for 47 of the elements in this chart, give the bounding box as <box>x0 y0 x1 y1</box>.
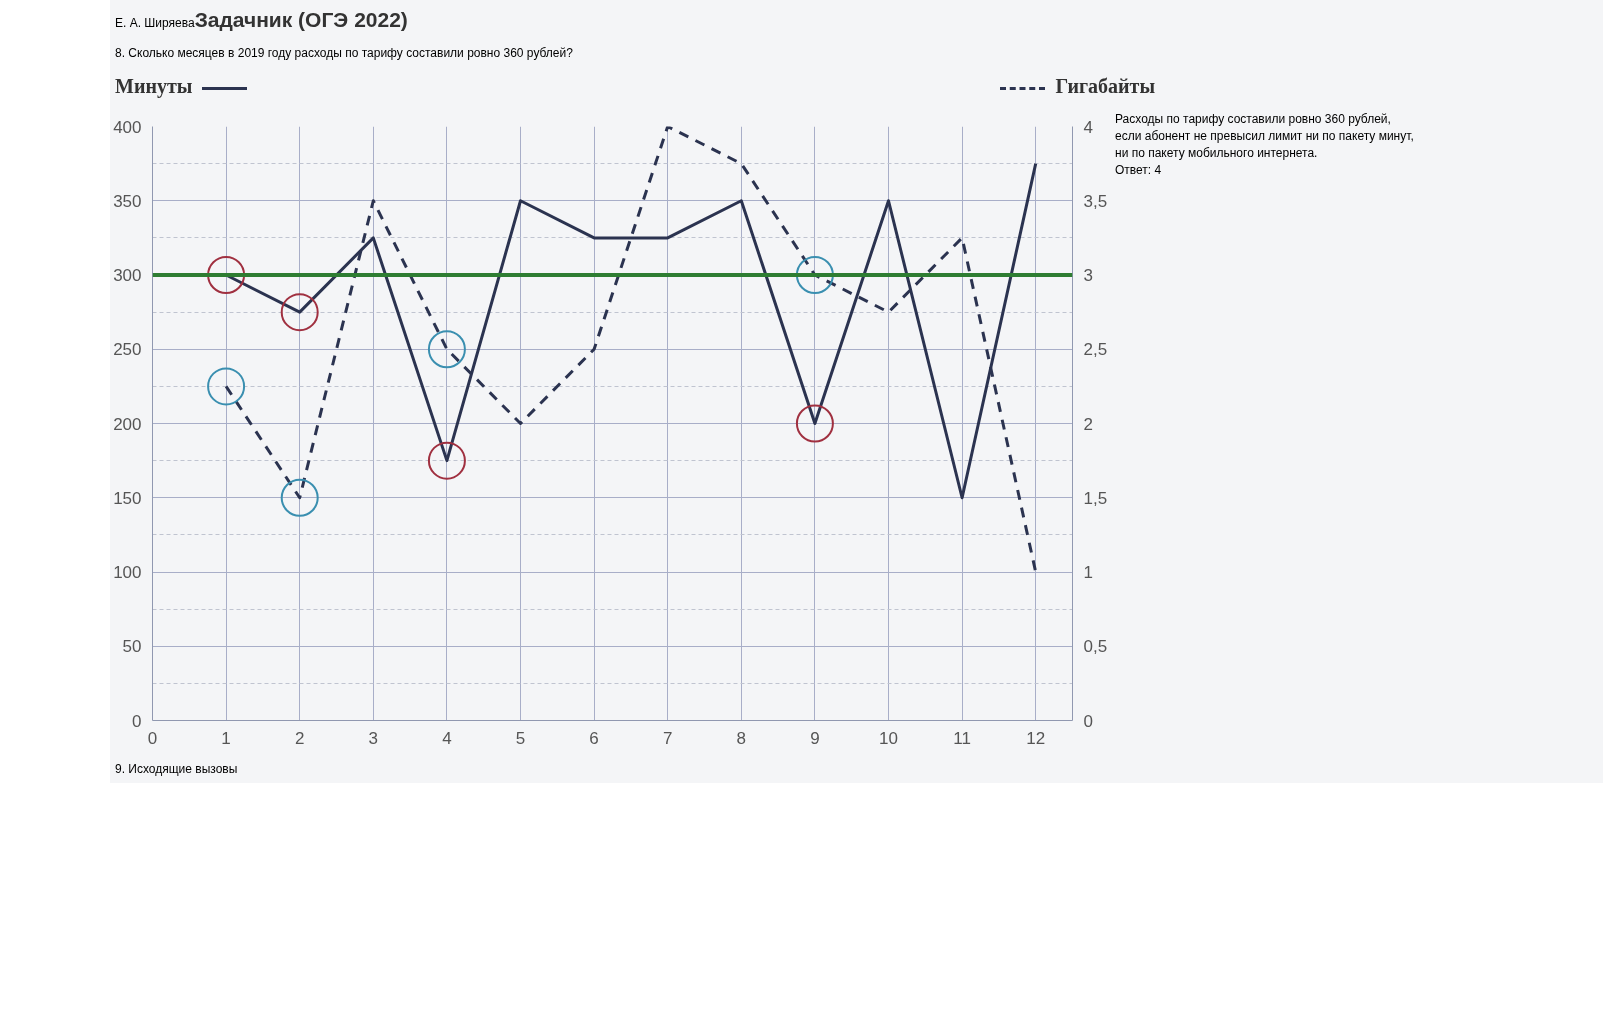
text: Задачник (ОГЭ 2022) <box>194 8 408 31</box>
x-tick-label: 0 <box>147 728 158 748</box>
point <box>207 367 246 406</box>
y-axis-title: Минуты <box>115 74 194 100</box>
x-tick-label: 4 <box>442 728 452 748</box>
point <box>427 441 466 480</box>
y-tick-label: 200 <box>113 414 142 434</box>
x-tick-label: 6 <box>589 728 599 748</box>
y-tick-label: 350 <box>113 191 142 211</box>
y2-tick-label: 2 <box>1083 414 1093 434</box>
y2-tick-label: 1 <box>1083 562 1093 582</box>
text: Е. А. Ширяева <box>115 16 195 30</box>
x-tick-label: 2 <box>294 728 305 748</box>
x-tick-label: 11 <box>953 728 971 748</box>
y2-tick-label: 3,5 <box>1083 191 1108 211</box>
y2-tick-label: 1,5 <box>1083 488 1108 508</box>
y-tick-label: 250 <box>113 339 142 359</box>
chart-title: 8. Сколько месяцев в 2019 году расходы по тарифу составили ровно 360 рублей? <box>115 45 573 62</box>
x-tick-label: 9 <box>810 728 820 748</box>
y2-tick-label: 0 <box>1083 711 1093 731</box>
point <box>207 255 246 294</box>
y-tick-label: 300 <box>113 265 142 285</box>
y-tick-label: 400 <box>113 117 142 137</box>
y2-tick-label: 2,5 <box>1083 339 1108 359</box>
y2-tick-label: 4 <box>1083 117 1093 137</box>
x-tick-label: 12 <box>1026 728 1046 748</box>
text: Ответ: 4 <box>1115 162 1163 180</box>
y-tick-label: 50 <box>122 636 142 656</box>
point <box>280 478 319 517</box>
y2-tick-label: 0,5 <box>1083 636 1108 656</box>
text: Расходы по тарифу составили ровно 360 рублей, если абонент не превысил лимит ни по пакету минут, ни по пакету мобильного интернета. <box>1115 110 1415 162</box>
text: 9. Исходящие вызовы <box>115 760 238 778</box>
x-tick-label: 8 <box>736 728 747 748</box>
x-tick-label: 10 <box>879 728 898 748</box>
point <box>795 255 834 294</box>
x-tick-label: 7 <box>662 728 673 748</box>
y2-tick-label: 3 <box>1083 265 1093 285</box>
y-tick-label: 0 <box>132 711 142 731</box>
point <box>427 329 466 368</box>
y-tick-label: 100 <box>113 562 142 582</box>
point <box>795 404 834 443</box>
y-tick-label: 150 <box>113 488 142 508</box>
point <box>280 292 319 331</box>
x-tick-label: 3 <box>368 728 379 748</box>
x-tick-label: 5 <box>515 728 526 748</box>
y2-axis-title: Гигабайты <box>1054 74 1155 100</box>
x-tick-label: 1 <box>221 728 231 748</box>
